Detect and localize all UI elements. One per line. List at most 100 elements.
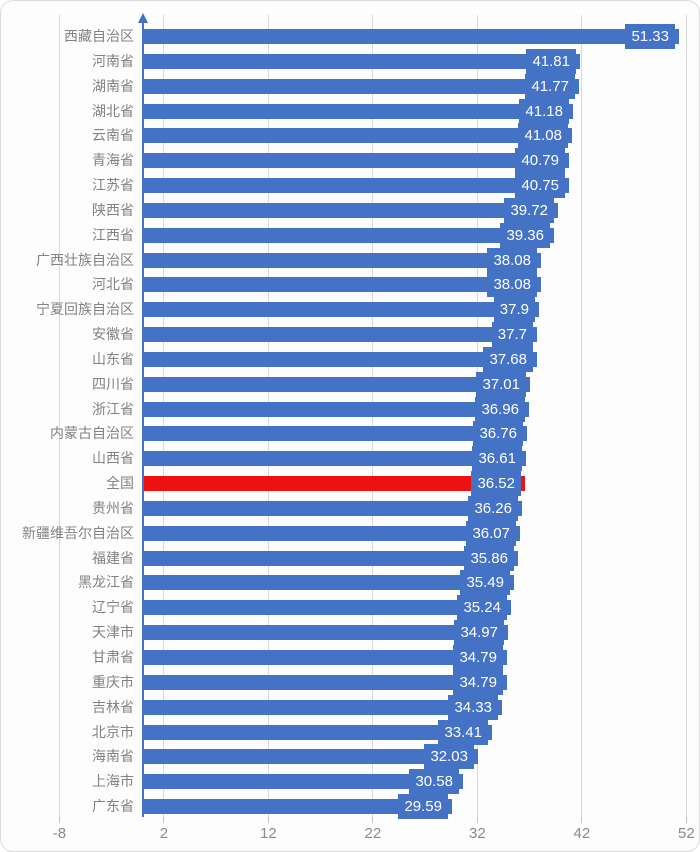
x-axis-tick-label: 42 <box>573 825 591 842</box>
value-label: 36.07 <box>466 521 516 546</box>
x-axis-tick-label: 32 <box>469 825 486 842</box>
value-label: 34.97 <box>454 620 504 645</box>
bar <box>144 451 526 466</box>
bar <box>144 79 579 94</box>
x-axis-tick-label: 52 <box>678 825 695 842</box>
value-label: 33.41 <box>438 720 488 745</box>
value-label: 41.81 <box>526 49 576 74</box>
bar <box>144 327 537 342</box>
category-label: 内蒙古自治区 <box>50 425 134 441</box>
x-axis-tickmark <box>685 817 687 823</box>
bar <box>144 178 569 193</box>
category-label: 新疆维吾尔自治区 <box>22 525 134 541</box>
category-label: 甘肃省 <box>92 649 134 665</box>
value-label: 36.52 <box>471 471 521 496</box>
category-label: 安徽省 <box>92 326 134 342</box>
category-label: 山东省 <box>92 351 134 367</box>
bar <box>144 575 514 590</box>
category-label: 江苏省 <box>92 177 134 193</box>
x-axis-tickmark <box>372 817 374 823</box>
x-axis-tick-label: 2 <box>159 825 169 842</box>
category-label: 青海省 <box>92 152 134 168</box>
x-gridline <box>581 15 583 817</box>
bar <box>144 749 478 764</box>
bar <box>144 352 537 367</box>
value-label: 37.9 <box>493 297 535 322</box>
bar <box>144 650 507 665</box>
value-label: 40.75 <box>515 173 565 198</box>
bar <box>144 29 679 44</box>
category-label: 重庆市 <box>92 674 134 690</box>
category-label: 湖南省 <box>92 78 134 94</box>
value-label: 39.36 <box>500 223 550 248</box>
x-axis-tickmark <box>163 817 165 823</box>
bar <box>144 501 522 516</box>
bar <box>144 253 541 268</box>
x-axis-tickmark <box>581 817 583 823</box>
category-label: 湖北省 <box>92 103 134 119</box>
bar <box>144 774 463 789</box>
x-gridline <box>685 15 687 817</box>
category-label: 海南省 <box>92 748 134 764</box>
bar <box>144 526 520 541</box>
category-label: 广东省 <box>92 798 134 814</box>
x-axis-tick-label: 22 <box>364 825 382 842</box>
category-label: 福建省 <box>92 550 134 566</box>
bar <box>144 600 511 615</box>
category-label: 黑龙江省 <box>78 574 134 590</box>
category-label: 四川省 <box>92 376 134 392</box>
category-label: 河北省 <box>92 276 134 292</box>
category-label: 西藏自治区 <box>64 28 134 44</box>
category-label: 吉林省 <box>92 699 134 715</box>
category-label: 上海市 <box>92 773 134 789</box>
bar <box>144 625 508 640</box>
category-label: 辽宁省 <box>92 599 134 615</box>
bar <box>144 228 554 243</box>
value-label: 40.79 <box>515 148 565 173</box>
bar <box>144 426 527 441</box>
bar <box>144 551 518 566</box>
category-label: 北京市 <box>92 724 134 740</box>
value-label: 35.24 <box>457 595 507 620</box>
value-label: 36.61 <box>472 446 522 471</box>
value-label: 39.72 <box>504 198 554 223</box>
bar <box>144 277 541 292</box>
category-label: 浙江省 <box>92 401 134 417</box>
value-label: 37.7 <box>491 322 533 347</box>
value-label: 32.03 <box>424 744 474 769</box>
value-label: 41.77 <box>525 74 575 99</box>
value-label: 30.58 <box>409 769 459 794</box>
value-label: 36.76 <box>473 421 523 446</box>
value-label: 36.96 <box>475 397 525 422</box>
category-label: 天津市 <box>92 624 134 640</box>
value-label: 41.08 <box>518 123 568 148</box>
x-axis-tickmark <box>58 817 60 823</box>
value-label: 41.18 <box>519 99 569 124</box>
category-label: 山西省 <box>92 450 134 466</box>
category-label: 河南省 <box>92 53 134 69</box>
value-label: 51.33 <box>625 24 675 49</box>
value-label: 34.79 <box>453 670 503 695</box>
y-axis-line <box>142 22 144 817</box>
bar-highlight <box>144 476 525 491</box>
category-label: 贵州省 <box>92 500 134 516</box>
value-label: 37.01 <box>476 372 526 397</box>
value-label: 37.68 <box>483 347 533 372</box>
category-label: 宁夏回族自治区 <box>36 301 134 317</box>
x-axis-tickmark <box>476 817 478 823</box>
value-label: 38.08 <box>487 248 537 273</box>
bar <box>144 128 572 143</box>
category-label: 陕西省 <box>92 202 134 218</box>
bar <box>144 377 530 392</box>
y-axis-arrow-icon <box>137 13 148 23</box>
x-gridline <box>58 15 60 817</box>
bar <box>144 153 569 168</box>
bar <box>144 799 452 814</box>
value-label: 34.33 <box>448 695 498 720</box>
bar <box>144 302 539 317</box>
x-axis-tickmark <box>267 817 269 823</box>
value-label: 34.79 <box>453 645 503 670</box>
value-label: 36.26 <box>468 496 518 521</box>
value-label: 29.59 <box>398 794 448 819</box>
